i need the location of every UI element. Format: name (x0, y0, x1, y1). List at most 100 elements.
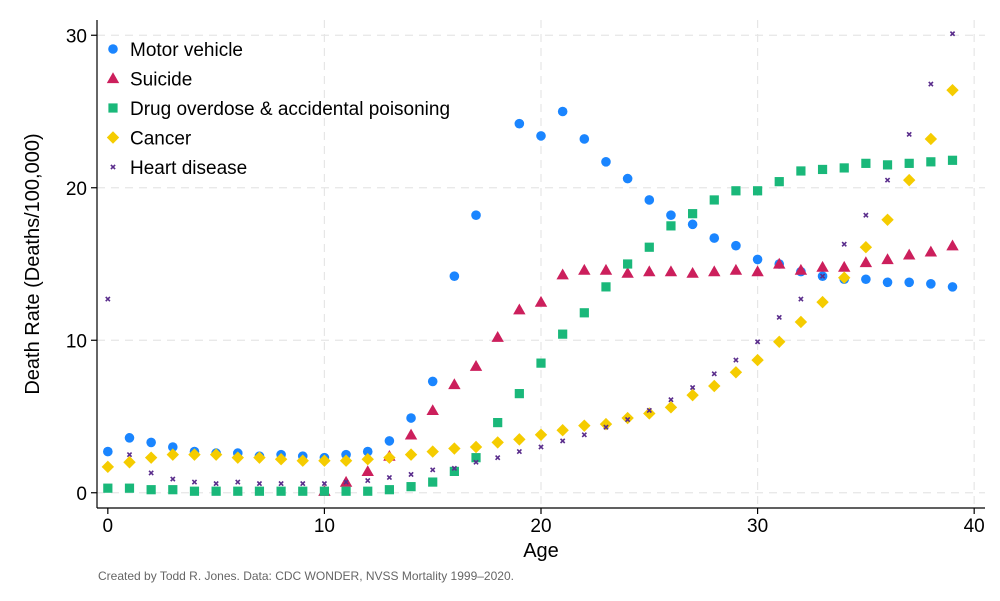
x-tick-label: 20 (530, 516, 551, 537)
heart-disease-point (300, 480, 306, 487)
heart-disease-point (819, 273, 826, 279)
heart-disease-point (235, 479, 241, 485)
suicide-point (816, 260, 829, 272)
cancer-point (404, 448, 418, 461)
heart-disease-point (105, 296, 111, 302)
suicide-point (751, 265, 764, 277)
drug-overdose-accidental-poisoning-point (752, 186, 763, 196)
cancer-point (231, 451, 244, 464)
cancer-point (144, 451, 158, 464)
x-tick-label: 10 (314, 516, 335, 537)
cancer-point (448, 442, 461, 455)
drug-overdose-accidental-poisoning-point (276, 486, 286, 496)
drug-overdose-accidental-poisoning-point (341, 486, 351, 496)
cancer-point (686, 388, 699, 402)
drug-overdose-accidental-poisoning-point (168, 485, 178, 495)
legend-marker-drug-overdose-accidental-poisoning (108, 103, 118, 113)
motor-vehicle-point (904, 277, 914, 288)
motor-vehicle-point (406, 413, 416, 423)
heart-disease-point (343, 479, 349, 485)
motor-vehicle-point (124, 433, 135, 443)
drug-overdose-accidental-poisoning-point (384, 485, 394, 495)
cancer-point (881, 213, 894, 226)
motor-vehicle-point (882, 277, 893, 288)
motor-vehicle-point (103, 446, 113, 457)
heart-disease-point (754, 339, 761, 345)
cancer-point (578, 419, 591, 432)
suicide-point (686, 266, 699, 278)
heart-disease-point (386, 474, 393, 481)
drug-overdose-accidental-poisoning-point (882, 160, 893, 170)
cancer-point (123, 456, 136, 469)
cancer-point (643, 407, 656, 420)
legend-label-suicide: Suicide (130, 70, 192, 91)
suicide-point (794, 263, 808, 275)
y-tick-label: 10 (66, 331, 87, 352)
heart-disease-point (884, 177, 891, 183)
cancer-point (318, 454, 331, 467)
motor-vehicle-point (622, 173, 633, 184)
cancer-point (534, 428, 548, 441)
heart-disease-point (559, 438, 566, 444)
drug-overdose-accidental-poisoning-point (688, 209, 698, 219)
legend-item-motor-vehicle: Motor vehicle (108, 40, 243, 61)
cancer-point (101, 460, 115, 474)
heart-disease-point (170, 476, 176, 482)
drug-overdose-accidental-poisoning-point (254, 486, 265, 496)
cancer-point (188, 448, 201, 461)
drug-overdose-accidental-poisoning-point (947, 155, 958, 165)
suicide-point (902, 248, 916, 260)
cancer-point (729, 366, 743, 379)
drug-overdose-accidental-poisoning-point (406, 482, 416, 492)
motor-vehicle-point (384, 436, 395, 446)
cancer-point (383, 451, 396, 464)
legend-item-drug-overdose-accidental-poisoning: Drug overdose & accidental poisoning (108, 99, 450, 120)
suicide-point (361, 465, 374, 477)
motor-vehicle-point (536, 131, 546, 141)
suicide-point (469, 359, 483, 371)
cancer-point (339, 454, 353, 467)
drug-overdose-accidental-poisoning-point (558, 329, 568, 339)
suicide-point (491, 331, 504, 342)
legend: Motor vehicle Suicide Drug overdose & acci… (106, 40, 450, 179)
drug-overdose-accidental-poisoning-point (926, 157, 936, 167)
suicide-point (643, 265, 656, 277)
suicide-point (578, 263, 591, 275)
drug-overdose-accidental-poisoning-point (817, 164, 828, 175)
heart-disease-point (213, 480, 219, 487)
suicide-point (859, 256, 873, 268)
cancer-point (556, 424, 569, 437)
cancer-point (946, 83, 959, 97)
heart-disease-point (646, 407, 652, 414)
heart-disease-point (148, 470, 154, 476)
cancer-point (296, 454, 309, 467)
cancer-point (816, 295, 829, 309)
heart-disease-point (430, 467, 436, 473)
cancer-point (924, 132, 938, 146)
cancer-point (621, 411, 634, 425)
heart-disease-point (668, 397, 674, 403)
legend-label-motor-vehicle: Motor vehicle (130, 40, 243, 61)
heart-disease-point (733, 357, 739, 363)
drug-overdose-accidental-poisoning-point (774, 177, 784, 187)
heart-disease-point (841, 241, 847, 247)
cancer-point (274, 453, 288, 466)
drug-overdose-accidental-poisoning-point (471, 453, 481, 463)
cancer-point (664, 401, 678, 414)
legend-label-drug-overdose-accidental-poisoning: Drug overdose & accidental poisoning (130, 99, 450, 120)
cancer-point (838, 271, 851, 284)
cancer-point (513, 433, 526, 446)
drug-overdose-accidental-poisoning-point (428, 477, 438, 487)
drug-overdose-accidental-poisoning-point (601, 282, 611, 292)
suicide-point (729, 263, 743, 275)
heart-disease-point (603, 424, 609, 430)
cancer-point (361, 453, 374, 466)
cancer-point (708, 379, 721, 393)
heart-disease-point (906, 131, 912, 138)
motor-vehicle-point (687, 219, 698, 230)
heart-disease-point (776, 314, 782, 321)
drug-overdose-accidental-poisoning-point (319, 486, 330, 496)
motor-vehicle-point (557, 106, 568, 117)
